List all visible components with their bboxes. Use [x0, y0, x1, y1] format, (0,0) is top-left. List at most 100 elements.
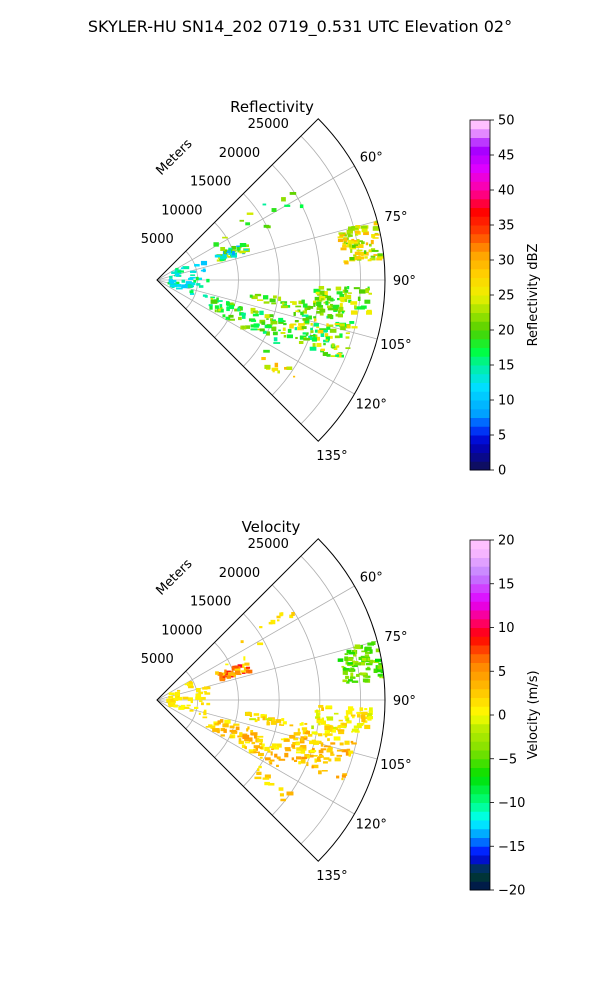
radial-tick-label-1: 10000	[161, 203, 202, 218]
echo-gate	[289, 734, 296, 739]
echo-gate	[234, 668, 241, 671]
echo-gate	[260, 740, 263, 745]
colorbar-segment	[470, 592, 490, 602]
echo-gate	[353, 240, 358, 243]
echo-gate	[259, 328, 265, 332]
echo-gate	[344, 715, 347, 719]
echo-gate	[341, 310, 345, 314]
echo-gate	[367, 657, 370, 661]
colorbar-segment	[470, 338, 490, 348]
echo-gate	[344, 653, 349, 656]
echo-gate	[348, 651, 355, 655]
echo-gate	[295, 751, 302, 754]
echo-gate	[336, 345, 340, 348]
echo-gate	[256, 735, 264, 738]
echo-gate	[235, 726, 240, 731]
echo-gate	[339, 296, 346, 301]
echo-gate	[314, 296, 321, 301]
echo-gate	[331, 729, 336, 733]
echo-gate	[374, 658, 382, 662]
echo-gate	[356, 673, 360, 677]
echo-gate	[317, 733, 323, 737]
echo-gate	[185, 281, 192, 285]
echo-gate	[350, 667, 355, 670]
echo-gate	[175, 696, 183, 701]
echo-gate	[213, 242, 219, 247]
echo-gate	[250, 730, 254, 733]
echo-gate	[182, 266, 190, 270]
echo-gate	[343, 241, 346, 244]
azimuth-tick-label-1: 75°	[384, 210, 407, 225]
azimuth-line-1	[156, 640, 378, 701]
echo-gate	[326, 324, 334, 327]
echo-gate	[360, 714, 366, 719]
echo-gate	[250, 324, 257, 328]
velocity-colorbar: −20 −15 −10 −5 0 5 10 15 20	[469, 534, 525, 899]
echo-gate	[337, 236, 344, 239]
echo-gate	[240, 670, 246, 673]
colorbar-segment	[470, 750, 490, 760]
colorbar-segment	[470, 277, 490, 287]
echo-gate	[364, 724, 371, 730]
echo-gate	[313, 323, 319, 327]
echo-gate	[317, 717, 321, 720]
echo-gate	[310, 322, 313, 326]
echo-gate	[174, 691, 181, 697]
echo-gate	[323, 745, 331, 748]
echo-gate	[354, 233, 359, 236]
colorbar-segment	[470, 443, 490, 453]
azimuth-tick-label-4: 120°	[356, 818, 387, 833]
echo-gate	[305, 333, 308, 336]
echo-gate	[327, 295, 332, 300]
colorbar-segment	[470, 373, 490, 383]
echo-gate	[266, 318, 269, 320]
echo-gate	[237, 664, 244, 668]
echo-gate	[276, 756, 281, 760]
echo-gate	[271, 743, 277, 748]
echo-gate	[351, 730, 354, 733]
echo-gate	[280, 332, 286, 334]
echo-gate	[246, 212, 254, 215]
echo-gate	[334, 335, 340, 339]
colorbar-segment	[470, 872, 490, 882]
echo-gate	[316, 301, 322, 307]
colorbar-segment	[470, 723, 490, 733]
echo-gate	[239, 242, 247, 248]
velocity-colorbar-label: Velocity (m/s)	[526, 670, 541, 759]
echo-gate	[353, 725, 358, 729]
echo-gate	[219, 255, 226, 260]
echo-gate	[169, 692, 172, 696]
echo-gate	[257, 768, 260, 772]
colorbar-segment	[470, 697, 490, 707]
echo-gate	[226, 306, 230, 312]
echo-gate	[349, 676, 356, 679]
colorbar-segment	[470, 618, 490, 628]
echo-gate	[210, 297, 214, 300]
echo-gate	[190, 698, 193, 704]
colorbar-segment	[470, 251, 490, 261]
colorbar-segment	[470, 741, 490, 751]
colorbar-segment	[470, 767, 490, 777]
echo-gate	[332, 299, 335, 301]
colorbar-segment	[470, 706, 490, 716]
echo-gate	[202, 687, 208, 690]
echo-gate	[337, 310, 341, 314]
echo-gate	[278, 758, 286, 761]
colorbar-segment	[470, 811, 490, 821]
echo-gate	[300, 750, 306, 754]
echo-gate	[354, 305, 357, 309]
echo-gate	[352, 716, 355, 719]
echo-gate	[222, 314, 226, 318]
echo-gate	[215, 671, 219, 675]
colorbar-segment	[470, 732, 490, 742]
echo-gate	[307, 733, 313, 737]
echo-gate	[262, 716, 266, 721]
colorbar-segment	[470, 163, 490, 173]
colorbar-tick-label-5: 5	[498, 665, 506, 680]
echo-gate	[365, 667, 371, 671]
echo-gate	[337, 313, 343, 318]
colorbar-tick-label-8: 40	[498, 184, 515, 199]
echo-gate	[315, 291, 321, 295]
echo-gate	[361, 717, 366, 723]
colorbar-segment	[470, 688, 490, 698]
